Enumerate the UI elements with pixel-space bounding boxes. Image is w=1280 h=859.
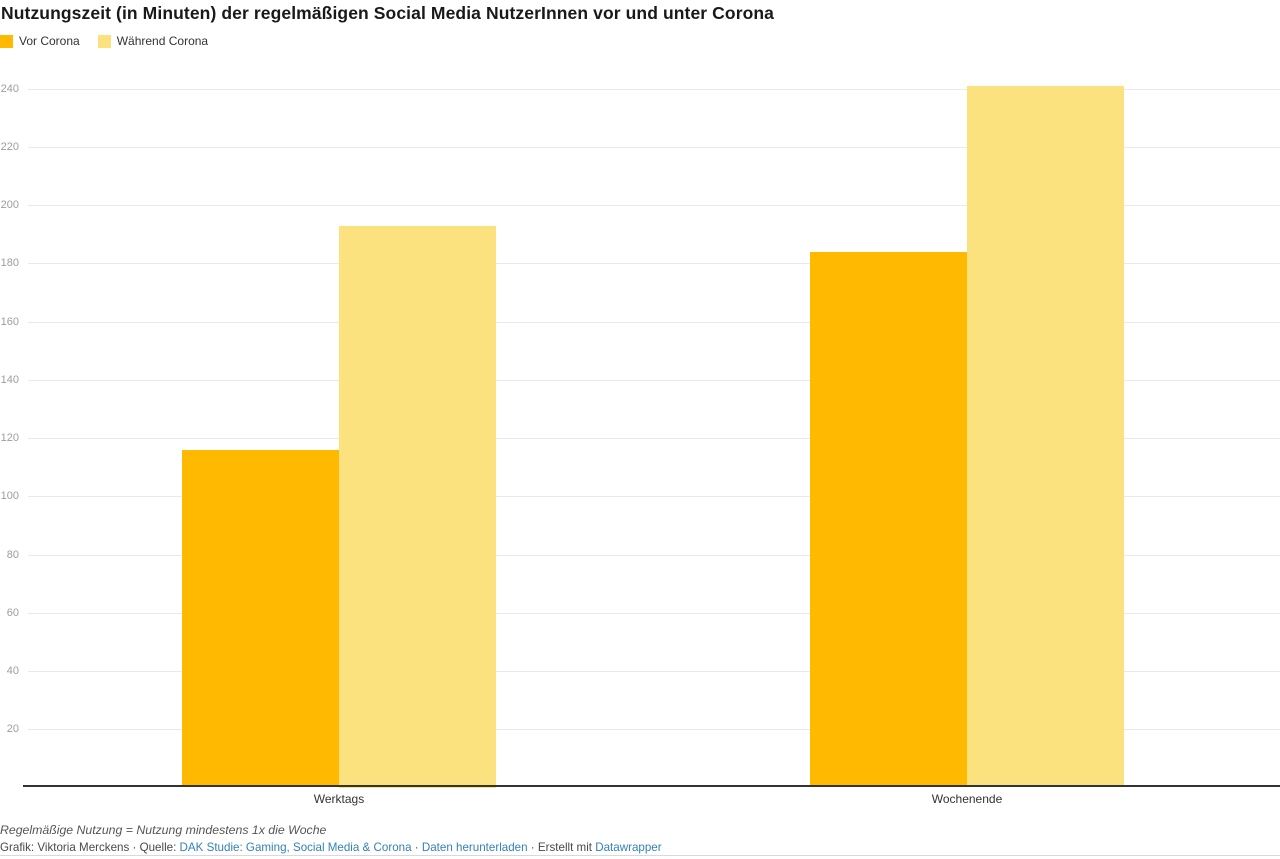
gridline-220 xyxy=(28,146,1280,148)
y-tick-label-160: 160 xyxy=(0,315,19,328)
legend-swatch-vor-corona xyxy=(0,34,13,48)
bar-wochenende-vor-corona[interactable] xyxy=(810,251,967,788)
y-tick-label-100: 100 xyxy=(0,490,19,503)
gridline-40 xyxy=(28,671,1280,672)
gridline-60 xyxy=(28,612,1280,614)
footer-link-1[interactable]: DAK Studie: Gaming, Social Media & Coron… xyxy=(179,841,412,854)
y-tick-label-40: 40 xyxy=(6,665,19,677)
legend: Vor Corona Während Corona xyxy=(0,34,226,48)
y-tick-label-120: 120 xyxy=(0,432,19,445)
x-category-label-werktags: Werktags xyxy=(313,792,365,806)
y-tick-label-200: 200 xyxy=(0,199,19,212)
footer-text-0: Grafik: Viktoria Merckens · Quelle: xyxy=(0,841,180,854)
legend-swatch-waehrend-corona xyxy=(97,34,111,48)
legend-label-waehrend-corona: Während Corona xyxy=(116,34,209,48)
x-category-label-wochenende: Wochenende xyxy=(931,792,1003,806)
gridline-140 xyxy=(28,379,1280,381)
y-tick-label-140: 140 xyxy=(0,373,19,386)
chart-title: Nutzungszeit (in Minuten) der regelmäßig… xyxy=(1,3,775,23)
gridline-120 xyxy=(28,438,1280,440)
y-tick-label-80: 80 xyxy=(6,548,19,561)
y-tick-label-60: 60 xyxy=(6,606,19,619)
legend-item-vor-corona: Vor Corona xyxy=(0,34,80,48)
bar-werktags-während-corona[interactable] xyxy=(339,225,496,788)
chart-footnote: Regelmäßige Nutzung = Nutzung mindestens… xyxy=(0,823,327,837)
footer-link-5[interactable]: Datawrapper xyxy=(595,841,662,854)
gridline-200 xyxy=(28,205,1280,207)
legend-label-vor-corona: Vor Corona xyxy=(19,34,80,48)
footer-text-4: · Erstellt mit xyxy=(527,841,596,854)
footer-text-2: · xyxy=(411,841,422,854)
y-tick-label-180: 180 xyxy=(0,257,19,270)
footer-link-3[interactable]: Daten herunterladen xyxy=(421,841,528,854)
gridline-240 xyxy=(28,88,1280,90)
gridline-80 xyxy=(28,554,1280,556)
bar-werktags-vor-corona[interactable] xyxy=(182,449,339,788)
x-axis-line xyxy=(23,785,1280,787)
y-tick-label-220: 220 xyxy=(0,140,19,153)
gridline-160 xyxy=(28,321,1280,323)
chart-footer: Grafik: Viktoria Merckens · Quelle: DAK … xyxy=(0,841,662,854)
bottom-divider xyxy=(0,855,1280,856)
bar-wochenende-während-corona[interactable] xyxy=(967,85,1124,788)
legend-item-waehrend-corona: Während Corona xyxy=(97,34,209,48)
gridline-100 xyxy=(28,496,1280,498)
y-tick-label-240: 240 xyxy=(0,82,19,95)
gridline-20 xyxy=(28,729,1280,731)
y-tick-label-20: 20 xyxy=(6,723,19,736)
gridline-180 xyxy=(28,263,1280,265)
